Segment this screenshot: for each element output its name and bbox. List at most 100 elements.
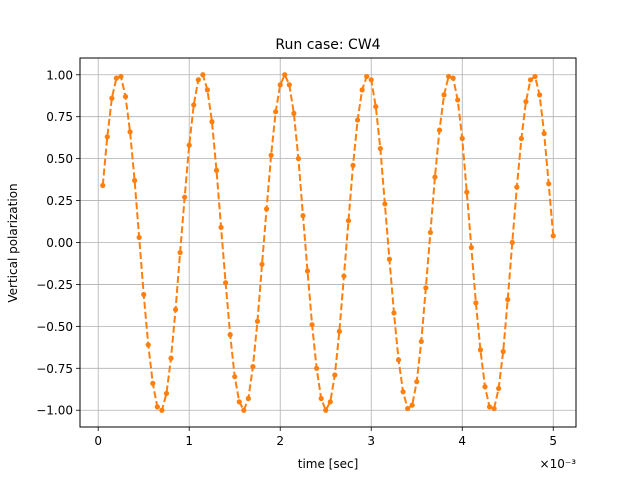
series-line <box>101 72 555 413</box>
data-point <box>259 261 265 267</box>
data-point <box>332 372 338 378</box>
data-point <box>241 407 247 413</box>
data-point <box>414 379 420 385</box>
data-point <box>473 300 479 306</box>
y-axis-label: Vertical polarization <box>6 183 20 302</box>
data-point <box>386 256 393 262</box>
y-tick-label: 0.25 <box>46 194 73 208</box>
data-point <box>163 390 170 397</box>
data-point <box>145 342 151 348</box>
data-point <box>154 404 160 410</box>
chart-title: Run case: CW4 <box>275 37 380 53</box>
x-tick-label: 2 <box>276 434 284 448</box>
data-point <box>268 152 274 158</box>
data-point <box>172 306 179 313</box>
data-point <box>486 404 493 410</box>
data-point <box>518 135 524 142</box>
data-point <box>395 357 402 363</box>
data-point <box>327 399 333 405</box>
data-point <box>182 194 188 200</box>
data-point <box>314 365 320 371</box>
data-point <box>532 73 538 80</box>
data-point <box>459 135 465 142</box>
data-point <box>273 109 279 115</box>
data-point <box>109 95 115 101</box>
data-point <box>468 244 474 251</box>
data-point <box>441 92 447 98</box>
data-point <box>400 389 406 395</box>
x-tick-label: 0 <box>94 434 102 448</box>
ticks: 0 1 2 3 4 5 −1.00 −0.75 −0.50 −0.25 0.00 0.25 0.50 0.… <box>36 68 557 448</box>
data-point <box>195 77 201 83</box>
data-point <box>455 97 461 103</box>
data-point <box>364 73 370 80</box>
data-point <box>309 322 315 328</box>
data-point <box>300 213 306 219</box>
data-point <box>445 73 452 80</box>
data-point <box>104 134 110 140</box>
data-point <box>482 384 488 390</box>
data-point <box>209 119 215 125</box>
data-point <box>537 92 543 98</box>
data-point <box>150 380 156 386</box>
data-point <box>500 348 506 355</box>
y-tick-label: 1.00 <box>46 68 73 82</box>
data-point <box>204 87 211 93</box>
data-point <box>232 374 238 380</box>
y-tick-label: 0.75 <box>46 110 73 124</box>
data-point <box>223 280 229 286</box>
data-point <box>423 285 429 291</box>
data-point <box>291 110 297 116</box>
data-point <box>359 87 365 93</box>
data-point <box>118 73 124 80</box>
data-point <box>277 82 283 88</box>
x-axis-label: time [sec] <box>298 457 359 471</box>
data-point <box>409 402 415 408</box>
data-point <box>286 82 292 88</box>
data-point <box>382 201 388 207</box>
x-axis-scale-label: ×10⁻³ <box>540 457 577 471</box>
x-tick-label: 5 <box>549 434 557 448</box>
y-tick-label: 0.00 <box>46 236 73 250</box>
data-point <box>527 77 534 83</box>
data-point <box>318 395 324 402</box>
y-tick-label: 0.50 <box>46 152 73 166</box>
data-point <box>200 72 206 78</box>
data-point <box>464 189 470 195</box>
data-point <box>191 102 197 108</box>
x-tick-label: 3 <box>367 434 375 448</box>
data-point <box>113 75 119 81</box>
data-point <box>304 268 311 274</box>
data-point <box>336 328 342 334</box>
series-layer <box>100 72 556 413</box>
data-point <box>405 405 411 412</box>
data-point <box>550 233 556 239</box>
data-point <box>263 206 270 212</box>
data-point <box>295 156 302 162</box>
data-point <box>345 218 352 224</box>
data-point <box>100 182 106 189</box>
data-point <box>213 167 220 173</box>
data-point <box>177 249 183 256</box>
data-point <box>427 229 433 236</box>
data-point <box>136 234 142 241</box>
y-tick-label: −0.75 <box>36 362 73 376</box>
x-tick-label: 1 <box>185 434 193 448</box>
data-point <box>505 296 511 303</box>
data-point <box>436 127 443 133</box>
data-point <box>377 145 383 152</box>
data-point <box>250 364 256 370</box>
y-tick-label: −1.00 <box>36 404 73 418</box>
data-point <box>122 93 129 100</box>
data-point <box>141 291 147 298</box>
data-point <box>418 338 424 345</box>
data-point <box>432 174 438 180</box>
data-point <box>491 405 497 412</box>
data-point <box>236 399 242 405</box>
data-point <box>350 162 356 168</box>
data-point <box>368 77 374 83</box>
data-point <box>282 72 288 78</box>
